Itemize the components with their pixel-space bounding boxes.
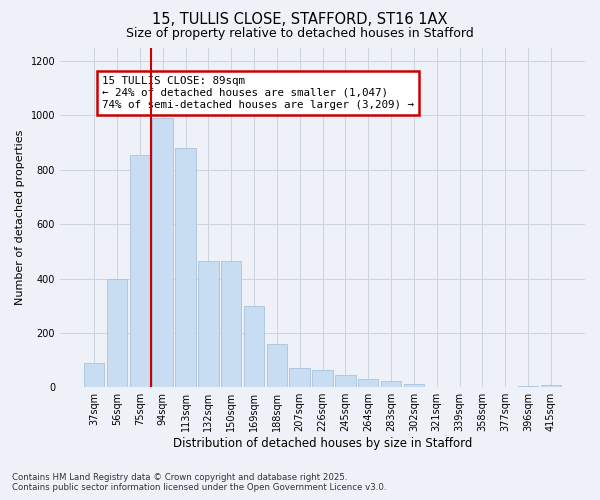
Bar [130, 155, 150, 387]
Text: Size of property relative to detached houses in Stafford: Size of property relative to detached ho… [126, 28, 474, 40]
Bar [198, 261, 218, 387]
Bar [518, 386, 538, 387]
Bar [107, 278, 127, 387]
Bar [427, 386, 447, 387]
Bar [335, 375, 356, 387]
Text: 15, TULLIS CLOSE, STAFFORD, ST16 1AX: 15, TULLIS CLOSE, STAFFORD, ST16 1AX [152, 12, 448, 28]
Bar [381, 381, 401, 387]
Text: Contains HM Land Registry data © Crown copyright and database right 2025.
Contai: Contains HM Land Registry data © Crown c… [12, 473, 386, 492]
Bar [358, 379, 379, 387]
Bar [541, 385, 561, 387]
Bar [404, 384, 424, 387]
Text: 15 TULLIS CLOSE: 89sqm
← 24% of detached houses are smaller (1,047)
74% of semi-: 15 TULLIS CLOSE: 89sqm ← 24% of detached… [102, 76, 414, 110]
Bar [175, 148, 196, 387]
Bar [221, 261, 241, 387]
Bar [312, 370, 333, 387]
Bar [289, 368, 310, 387]
X-axis label: Distribution of detached houses by size in Stafford: Distribution of detached houses by size … [173, 437, 472, 450]
Y-axis label: Number of detached properties: Number of detached properties [15, 130, 25, 305]
Bar [266, 344, 287, 387]
Bar [152, 118, 173, 387]
Bar [244, 306, 264, 387]
Bar [84, 362, 104, 387]
